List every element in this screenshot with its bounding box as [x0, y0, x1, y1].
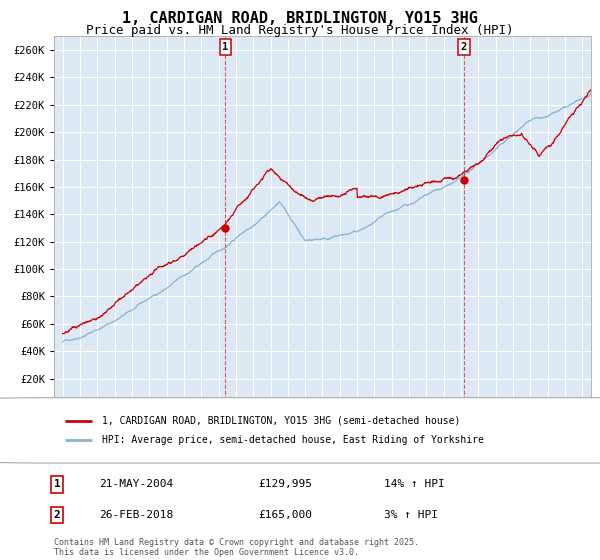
Text: £129,995: £129,995 [258, 479, 312, 489]
Text: 3% ↑ HPI: 3% ↑ HPI [384, 510, 438, 520]
Text: 26-FEB-2018: 26-FEB-2018 [99, 510, 173, 520]
Text: 2: 2 [461, 42, 467, 52]
Text: 1: 1 [222, 42, 229, 52]
Text: 21-MAY-2004: 21-MAY-2004 [99, 479, 173, 489]
Text: Price paid vs. HM Land Registry's House Price Index (HPI): Price paid vs. HM Land Registry's House … [86, 24, 514, 36]
Text: 2: 2 [53, 510, 61, 520]
FancyBboxPatch shape [0, 398, 600, 463]
Text: Contains HM Land Registry data © Crown copyright and database right 2025.
This d: Contains HM Land Registry data © Crown c… [54, 538, 419, 557]
Text: 1, CARDIGAN ROAD, BRIDLINGTON, YO15 3HG (semi-detached house): 1, CARDIGAN ROAD, BRIDLINGTON, YO15 3HG … [103, 416, 461, 426]
Text: 1: 1 [53, 479, 61, 489]
Text: 1, CARDIGAN ROAD, BRIDLINGTON, YO15 3HG: 1, CARDIGAN ROAD, BRIDLINGTON, YO15 3HG [122, 11, 478, 26]
Text: £165,000: £165,000 [258, 510, 312, 520]
Text: HPI: Average price, semi-detached house, East Riding of Yorkshire: HPI: Average price, semi-detached house,… [103, 435, 484, 445]
Text: 14% ↑ HPI: 14% ↑ HPI [384, 479, 445, 489]
